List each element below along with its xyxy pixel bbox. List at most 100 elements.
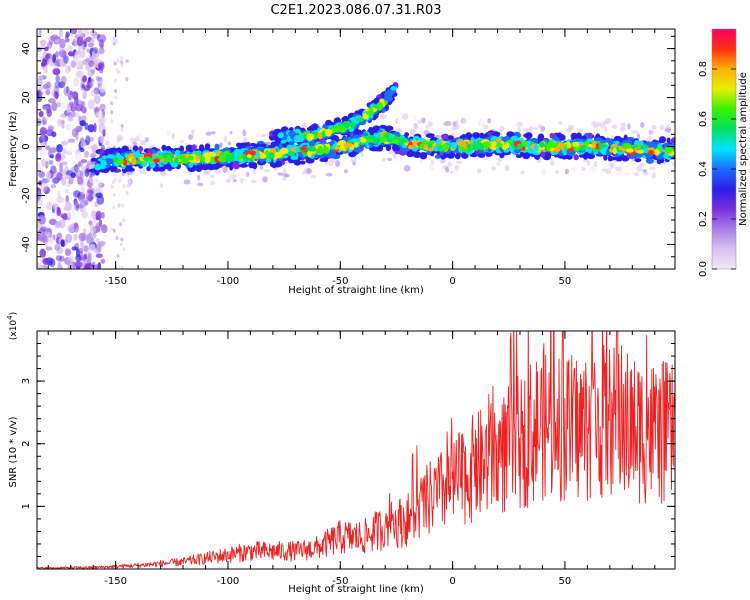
noise-blob	[60, 102, 66, 109]
noise-blob	[88, 220, 93, 226]
noise-blob	[87, 99, 95, 110]
noise-blob	[82, 244, 91, 252]
noise-blob	[64, 38, 70, 43]
halo-blob	[417, 119, 422, 124]
halo-blob	[638, 163, 646, 167]
noise-blob	[43, 63, 48, 74]
halo-blob	[425, 124, 430, 130]
noise-blob	[65, 188, 69, 194]
halo-blob	[496, 162, 501, 166]
ridge-core	[408, 144, 414, 150]
snr-multiplier-base: (x10	[9, 320, 19, 341]
noise-blob	[46, 171, 51, 180]
noise-blob	[70, 60, 76, 68]
snr-y-ticks: 1 2 3	[21, 330, 675, 570]
noise-blob	[120, 265, 124, 269]
ridge-outer	[454, 153, 461, 160]
snr-multiplier-exp: 4	[6, 315, 14, 320]
noise-blob	[68, 176, 74, 185]
noise-blob	[55, 51, 59, 58]
noise-blob	[115, 236, 119, 240]
ridge-core	[318, 146, 323, 150]
ridge-core	[654, 149, 660, 156]
x-tick-label: -150	[104, 576, 127, 587]
halo-blob	[139, 139, 147, 145]
noise-blob	[88, 243, 96, 251]
ridge-core	[422, 139, 429, 146]
noise-blob	[52, 203, 60, 210]
halo-blob	[301, 122, 307, 129]
noise-blob	[58, 81, 66, 89]
noise-blob	[93, 185, 97, 195]
noise-blob	[114, 89, 118, 93]
halo-blob	[671, 161, 675, 167]
noise-blob	[75, 261, 83, 269]
halo-blob	[277, 172, 284, 176]
halo-blob	[211, 130, 216, 135]
halo-blob	[183, 179, 191, 185]
halo-blob	[343, 169, 349, 174]
x-tick-label: -100	[217, 276, 240, 287]
noise-blob	[95, 253, 103, 259]
halo-blob	[302, 170, 307, 175]
noise-blob	[76, 36, 84, 47]
branch-outer	[342, 115, 349, 121]
ridge-core	[259, 153, 267, 159]
ridge-core	[539, 141, 545, 148]
noise-blob	[65, 195, 69, 204]
colorbar-tick-label: 0.6	[698, 111, 709, 127]
noise-blob	[54, 60, 60, 66]
branch-outer	[306, 127, 314, 131]
noise-blob	[52, 68, 61, 76]
noise-blob	[120, 123, 124, 128]
halo-blob	[227, 141, 232, 146]
ridge-outer	[472, 132, 481, 139]
halo-blob	[335, 160, 341, 167]
halo-blob	[550, 160, 555, 167]
noise-blob	[87, 78, 94, 83]
noise-blob	[99, 103, 106, 111]
noise-blob	[56, 172, 63, 181]
branch-core	[368, 107, 374, 112]
noise-blob	[88, 234, 95, 244]
noise-blob	[90, 30, 98, 37]
noise-blob	[71, 246, 79, 251]
noise-blob	[112, 180, 115, 184]
halo-blob	[522, 128, 529, 132]
ridge-outer	[230, 161, 240, 168]
ridge-core	[360, 138, 367, 143]
halo-blob	[282, 177, 287, 181]
halo-blob	[306, 168, 312, 175]
noise-blob	[39, 237, 46, 243]
ridge-core	[122, 158, 128, 166]
noise-blob	[99, 135, 105, 144]
noise-blob	[38, 75, 42, 84]
noise-blob	[37, 162, 41, 172]
noise-blob	[112, 205, 116, 210]
ridge-mid	[106, 158, 112, 165]
noise-blob	[80, 140, 86, 148]
noise-blob	[56, 101, 61, 108]
ridge-outer	[603, 154, 608, 161]
ridge-outer	[392, 143, 398, 152]
colorbar-tick-label: 0.2	[698, 211, 709, 227]
noise-blob	[74, 53, 81, 64]
ridge-mid	[587, 148, 592, 154]
halo-blob	[445, 166, 449, 173]
noise-blob	[97, 240, 106, 247]
noise-blob	[102, 129, 106, 137]
noise-blob	[83, 253, 88, 260]
branch-outer	[273, 128, 282, 134]
noise-blob	[84, 199, 89, 206]
noise-blob	[86, 234, 91, 244]
halo-blob	[451, 126, 458, 131]
halo-blob	[483, 124, 489, 129]
noise-blob	[93, 46, 98, 54]
halo-blob	[430, 160, 435, 165]
noise-blob	[63, 86, 71, 97]
halo-blob	[401, 113, 409, 120]
ridge-outer	[659, 136, 666, 144]
halo-blob	[589, 166, 597, 173]
ridge-core	[450, 142, 458, 149]
